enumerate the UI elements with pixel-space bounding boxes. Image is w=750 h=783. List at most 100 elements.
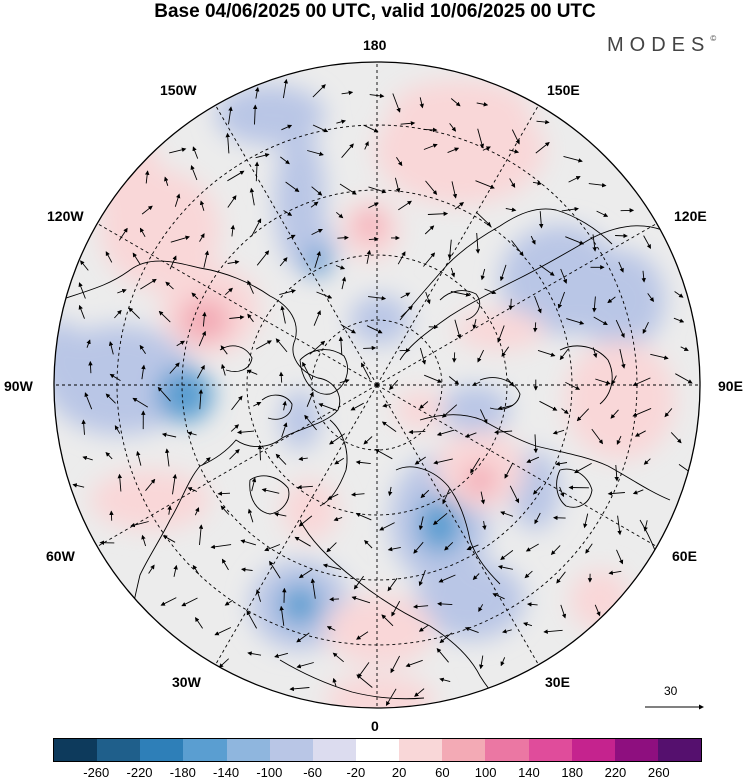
coastlines [59, 208, 671, 708]
wind-vector [72, 483, 85, 488]
wind-vector [275, 338, 288, 353]
wind-vector [169, 362, 180, 374]
wind-vector [355, 512, 372, 521]
wind-vector [425, 291, 431, 305]
wind-vector [227, 260, 240, 265]
wind-vector [350, 402, 364, 411]
wind-vector [132, 397, 149, 408]
wind-vector [252, 104, 258, 125]
wind-vector [641, 270, 646, 283]
wind-vector [88, 360, 93, 374]
wind-vector [105, 251, 113, 263]
wind-vector [339, 183, 357, 195]
wind-vector [475, 211, 492, 227]
positive-anomaly [282, 480, 338, 540]
wind-vector [408, 429, 426, 435]
wind-vector [355, 460, 371, 465]
wind-vector [433, 512, 448, 525]
colorbar-tick-label: 140 [518, 765, 540, 780]
wind-vector [329, 433, 346, 445]
wind-vector [197, 364, 205, 379]
wind-vector [556, 571, 566, 584]
wind-vector [313, 310, 321, 326]
coastline [559, 345, 613, 405]
wind-vector [224, 287, 233, 296]
wind-vector [341, 276, 347, 290]
wind-vector [476, 102, 489, 107]
wind-vector [181, 597, 198, 607]
wind-vector [170, 235, 190, 243]
wind-vector [114, 309, 122, 319]
wind-vector [477, 128, 485, 149]
wind-vector [174, 193, 181, 207]
wind-vector [337, 235, 349, 240]
wind-vector [339, 378, 350, 384]
wind-vector [145, 478, 156, 491]
wind-vector [560, 604, 567, 619]
wind-vector [329, 596, 340, 602]
wind-vector [255, 153, 270, 159]
wind-vector [502, 629, 512, 634]
wind-vector [296, 662, 314, 669]
modes-logo: MODES© [607, 34, 716, 57]
negative-anomaly [280, 585, 320, 625]
wind-vector [227, 170, 245, 182]
wind-vector [424, 225, 435, 235]
wind-vector [310, 578, 316, 599]
wind-vector [650, 353, 669, 360]
wind-vector [526, 456, 540, 463]
wind-vector [400, 305, 413, 318]
wind-vector [255, 589, 262, 602]
colorbar-segment [571, 739, 615, 761]
wind-vector [632, 407, 652, 417]
longitude-label: 60W [46, 548, 75, 564]
wind-vector [398, 200, 412, 211]
wind-vector [596, 210, 609, 217]
wind-vector [530, 235, 536, 245]
wind-vector [533, 434, 538, 454]
wind-vector [611, 375, 617, 385]
wind-vector [480, 268, 486, 281]
colorbar-segment [657, 739, 702, 761]
wind-vector [306, 391, 314, 407]
colorbar-tick-label: 60 [435, 765, 450, 780]
wind-vector [314, 251, 321, 269]
wind-vector [114, 425, 121, 434]
wind-vector [436, 429, 455, 437]
wind-vector [560, 268, 568, 284]
wind-vector [563, 155, 583, 163]
coastline [299, 349, 348, 395]
colorbar-segment [312, 739, 356, 761]
wind-vector [302, 361, 313, 381]
wind-vector [448, 376, 460, 385]
wind-vector [164, 176, 169, 186]
wind-vector [539, 264, 555, 276]
wind-vector [414, 456, 426, 465]
longitude-label: 90W [4, 378, 33, 394]
wind-vector [148, 564, 155, 574]
wind-vector [527, 602, 538, 607]
wind-vector [423, 143, 438, 150]
wind-vector [616, 435, 622, 445]
positive-anomaly [390, 80, 530, 140]
wind-vector [198, 389, 204, 410]
wind-vector [80, 260, 89, 271]
wind-vector [198, 524, 204, 546]
wind-vector [387, 546, 401, 552]
wind-vector [559, 348, 569, 361]
wind-vector [592, 234, 597, 252]
wind-vector [561, 408, 569, 415]
wind-vector [108, 341, 114, 355]
wind-vector [379, 522, 395, 531]
colorbar-segment [355, 739, 400, 761]
wind-vector [194, 507, 200, 516]
map-title: Base 04/06/2025 00 UTC, valid 10/06/2025… [154, 1, 596, 22]
map-disk [54, 62, 700, 708]
wind-vector [280, 305, 286, 324]
wind-vector [418, 569, 426, 587]
wind-vector [617, 515, 622, 536]
wind-vector [374, 449, 393, 460]
wind-vector [280, 156, 290, 165]
wind-vector [309, 340, 326, 355]
wind-vector [279, 371, 284, 383]
